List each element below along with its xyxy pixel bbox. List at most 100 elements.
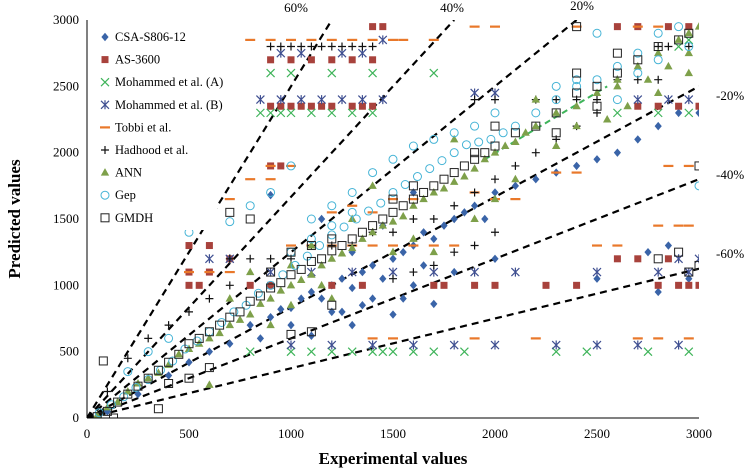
data-point <box>684 68 693 77</box>
data-point <box>358 267 366 277</box>
data-point <box>551 128 561 138</box>
data-point <box>317 254 327 264</box>
data-point <box>287 320 295 330</box>
y-tick-label: 500 <box>60 344 80 359</box>
data-point <box>339 222 349 232</box>
data-point <box>307 270 316 278</box>
data-point <box>267 281 275 289</box>
data-point <box>165 371 173 380</box>
data-point <box>267 312 275 322</box>
data-point <box>685 274 693 283</box>
data-point <box>684 267 694 277</box>
data-point <box>399 247 407 257</box>
data-point <box>306 241 316 251</box>
data-point <box>327 234 337 244</box>
data-point <box>388 217 398 225</box>
series-hadhood-et-al- <box>103 42 693 396</box>
legend-background <box>95 24 217 230</box>
data-point <box>368 168 378 178</box>
data-point <box>470 164 479 172</box>
data-point <box>644 247 652 257</box>
data-point <box>643 75 653 83</box>
data-point <box>204 363 214 373</box>
data-point <box>338 42 346 51</box>
data-point <box>318 214 326 224</box>
data-point <box>490 340 500 350</box>
data-point <box>572 101 581 110</box>
data-point <box>429 215 438 223</box>
x-tick-label: 1500 <box>380 426 406 441</box>
data-point <box>123 367 133 377</box>
data-point <box>389 274 397 283</box>
data-point <box>429 261 438 270</box>
data-point <box>695 108 699 118</box>
data-point <box>552 141 561 150</box>
data-point <box>225 312 235 322</box>
data-point <box>246 310 255 318</box>
data-point <box>470 148 480 158</box>
data-point <box>144 373 153 382</box>
data-point <box>654 88 663 96</box>
data-point <box>419 194 428 203</box>
data-point <box>480 148 490 158</box>
data-point <box>306 327 316 337</box>
data-point <box>368 340 378 350</box>
data-point <box>612 108 622 118</box>
data-point <box>388 247 398 256</box>
data-point <box>551 340 561 350</box>
data-point <box>205 380 214 388</box>
data-point <box>664 61 673 70</box>
data-point <box>437 156 447 166</box>
data-points <box>92 22 699 418</box>
series-mohammed-et-al-b- <box>204 35 699 350</box>
data-point <box>351 214 361 224</box>
data-point <box>328 281 336 289</box>
data-point <box>92 412 102 418</box>
data-point <box>226 339 234 348</box>
data-point <box>348 56 356 64</box>
data-point <box>460 172 469 180</box>
data-point <box>612 68 622 78</box>
data-point <box>684 28 694 38</box>
data-point <box>510 121 520 131</box>
data-point <box>491 95 499 104</box>
data-point <box>296 264 306 274</box>
data-point <box>409 268 418 277</box>
data-point <box>225 320 234 329</box>
y-tick-label: 0 <box>73 410 80 425</box>
data-point <box>694 161 699 171</box>
data-point <box>379 23 387 31</box>
data-point <box>389 254 397 263</box>
x-tick-label: 2500 <box>584 426 610 441</box>
data-point <box>430 234 438 244</box>
data-point <box>286 280 296 289</box>
data-point <box>633 68 643 78</box>
legend-marker <box>100 190 110 200</box>
data-point <box>429 247 438 256</box>
data-point <box>592 88 602 96</box>
data-point <box>440 221 448 230</box>
data-point <box>439 183 449 192</box>
data-point <box>498 128 508 138</box>
data-point <box>388 154 398 164</box>
data-point <box>612 95 622 105</box>
data-point <box>388 194 398 204</box>
series-gmdh <box>92 22 699 418</box>
data-point <box>429 347 439 357</box>
data-point <box>430 281 438 289</box>
data-point <box>205 333 214 342</box>
data-point <box>408 340 418 350</box>
data-point <box>266 187 276 197</box>
data-point <box>327 201 337 211</box>
data-point <box>164 333 174 343</box>
data-point <box>225 217 235 227</box>
data-point <box>246 281 254 289</box>
data-point <box>286 108 296 118</box>
data-point <box>439 174 449 184</box>
data-point <box>551 347 561 357</box>
data-point <box>348 283 356 293</box>
data-point <box>491 254 499 263</box>
legend-label: Hadhood et al. <box>115 143 188 157</box>
data-point <box>327 221 337 231</box>
data-point <box>174 349 184 359</box>
